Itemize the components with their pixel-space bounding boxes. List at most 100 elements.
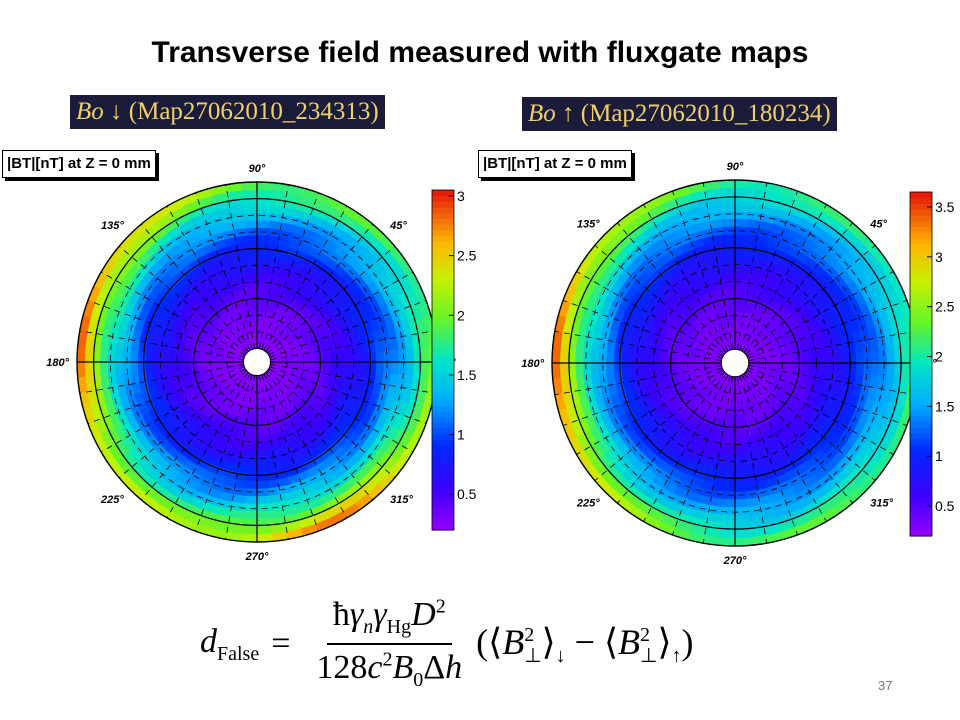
colorbar-segment xyxy=(910,272,932,279)
angle-label: 270° xyxy=(723,555,747,567)
radial-dashed-circle xyxy=(126,231,388,493)
heat-cell xyxy=(734,302,741,312)
heat-cell xyxy=(886,362,896,378)
heat-cell xyxy=(582,362,592,377)
map-label-symbol: Bo xyxy=(528,100,556,127)
heat-cell xyxy=(106,348,116,363)
colorbar-segment xyxy=(910,375,932,382)
heat-cell xyxy=(726,445,736,454)
angle-label: 180° xyxy=(46,357,69,369)
heat-cell xyxy=(256,488,270,497)
heat-cell xyxy=(76,361,86,379)
heat-cell xyxy=(152,361,161,372)
heat-cell xyxy=(720,514,736,524)
heat-cell xyxy=(734,210,749,220)
page-number: 37 xyxy=(878,678,893,693)
heat-cell xyxy=(590,350,599,364)
heat-cell xyxy=(252,405,258,414)
heat-cell xyxy=(605,362,615,375)
radial-dashed-line xyxy=(140,372,249,501)
colorbar-segment xyxy=(910,432,932,440)
heat-cell xyxy=(241,525,258,535)
colorbar-segment xyxy=(910,392,932,399)
heat-cell xyxy=(840,362,850,374)
heat-cell xyxy=(243,211,258,221)
colorbar-segment xyxy=(910,306,932,313)
heat-cell xyxy=(160,344,170,355)
map-label-symbol: Bo xyxy=(76,98,104,125)
colorbar-segment xyxy=(432,428,454,435)
colorbar-segment xyxy=(910,513,932,520)
heat-cell xyxy=(262,287,271,297)
angle-label: 270° xyxy=(245,551,269,563)
heat-cell xyxy=(248,442,258,452)
colorbar-tick-label: 3.5 xyxy=(935,199,955,215)
heat-cell xyxy=(724,414,731,424)
heat-cell xyxy=(245,234,258,244)
heat-cell xyxy=(256,272,266,282)
heat-cell xyxy=(245,480,258,490)
polar-heatmap-left: 90°45°0°315°270°225°180°135°0.511.522.53 xyxy=(46,163,476,563)
heat-cell xyxy=(315,355,324,363)
colorbar-tick-label: 2.5 xyxy=(457,248,477,264)
heat-cell xyxy=(205,357,214,363)
heat-cell xyxy=(244,488,258,497)
heat-cell xyxy=(390,349,400,363)
heat-cell xyxy=(375,350,385,363)
stat-box-right: |BT|[nT] at Z = 0 mm xyxy=(478,150,632,178)
radial-circle xyxy=(619,247,851,479)
heat-cell xyxy=(743,257,754,267)
heat-cell xyxy=(144,361,154,373)
heat-cell xyxy=(734,264,744,273)
heat-cell xyxy=(574,348,584,364)
heat-cell xyxy=(337,361,347,371)
heat-cell xyxy=(734,179,752,189)
radial-dashed-circle xyxy=(159,264,355,460)
heat-cell xyxy=(734,218,748,227)
heat-cell xyxy=(597,362,607,376)
heat-cell xyxy=(590,362,599,376)
heat-cell xyxy=(247,257,258,266)
heat-cell xyxy=(739,302,746,312)
heat-cell xyxy=(256,310,262,319)
heat-cell xyxy=(734,460,745,470)
heat-cell xyxy=(551,346,561,364)
center-hole xyxy=(720,348,750,378)
colorbar-segment xyxy=(910,450,932,457)
colorbar-segment xyxy=(910,192,932,199)
colorbar-segment xyxy=(910,438,932,445)
colorbar-segment xyxy=(910,352,932,359)
heat-cell xyxy=(244,227,258,236)
colorbar-tick-label: 0.5 xyxy=(935,498,955,514)
colorbar-segment xyxy=(910,398,932,405)
heat-cell xyxy=(620,362,630,374)
radial-dashed-circle xyxy=(687,315,783,411)
radial-dashed-line xyxy=(268,368,414,453)
colorbar-segment xyxy=(432,411,454,418)
colorbar-segment xyxy=(910,404,932,411)
heat-cell xyxy=(99,361,109,377)
radial-dashed-line xyxy=(258,184,289,349)
colorbar-segment xyxy=(432,309,454,316)
heat-cell xyxy=(730,407,736,416)
colorbar-segment xyxy=(910,329,932,336)
heat-cell xyxy=(239,449,250,459)
heat-cell xyxy=(636,362,645,372)
heat-cell xyxy=(243,427,252,437)
radial-dashed-line xyxy=(269,366,427,424)
heat-cell xyxy=(256,525,273,535)
radial-dashed-circle xyxy=(176,281,338,443)
heat-cell xyxy=(84,346,94,363)
heat-cell xyxy=(242,204,258,214)
radial-circle xyxy=(669,297,801,429)
heat-cell xyxy=(353,361,362,372)
heat-cell xyxy=(728,287,736,296)
colorbar-segment xyxy=(910,507,932,514)
colorbar-segment xyxy=(910,335,932,342)
colorbar-segment xyxy=(432,445,454,452)
heat-cell xyxy=(248,272,258,282)
colorbar-segment xyxy=(910,323,932,331)
heat-cell xyxy=(734,506,749,516)
colorbar-segment xyxy=(910,415,932,422)
radial-dashed-line xyxy=(87,366,245,424)
